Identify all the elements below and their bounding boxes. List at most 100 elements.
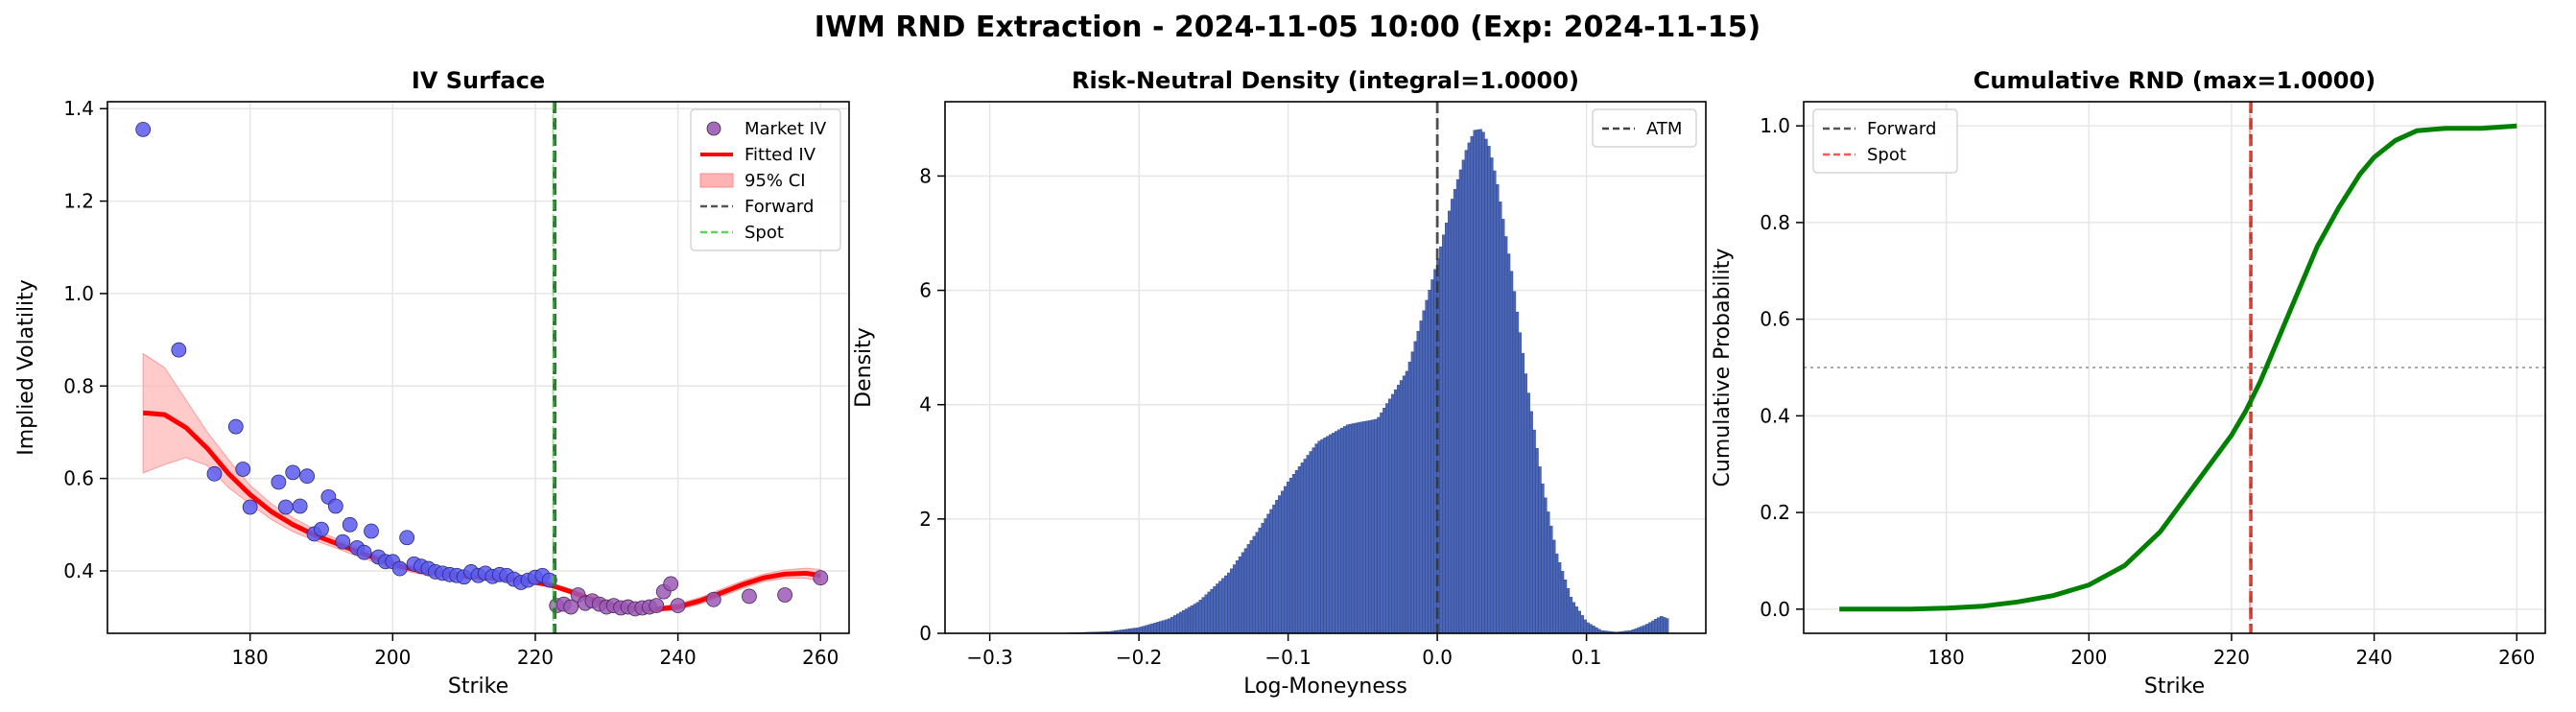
cdf-line (1839, 123, 2517, 612)
density-bar (1303, 459, 1308, 634)
density-bar (1224, 575, 1228, 634)
legend-entry: Fitted IV (744, 145, 816, 165)
density-bar (1329, 434, 1333, 634)
density-bar (1275, 500, 1279, 634)
density-bar (1351, 423, 1356, 634)
market-iv-point (813, 570, 829, 586)
density-bar (1589, 624, 1593, 634)
x-axis-label: Strike (448, 675, 508, 699)
density-bar (1654, 619, 1658, 634)
x-tick-label: 180 (1928, 646, 1965, 669)
panel-title: Cumulative RND (max=1.0000) (1973, 67, 2375, 94)
density-bar (1317, 440, 1321, 634)
x-tick-label: 180 (232, 646, 269, 669)
density-bar (1198, 600, 1202, 634)
y-tick-label: 2 (919, 508, 932, 531)
density-bar (1201, 597, 1205, 634)
density-bar (1362, 421, 1366, 634)
density-bar (1243, 548, 1248, 634)
x-tick-label: 260 (802, 646, 839, 669)
density-bar (1178, 611, 1183, 634)
density-bar (1300, 463, 1305, 634)
density-bar (1377, 416, 1381, 634)
density-bar (1524, 373, 1527, 634)
density-bar (1337, 429, 1341, 634)
density-bar (1218, 581, 1222, 634)
density-bar (1439, 246, 1443, 634)
density-bar (1529, 411, 1533, 634)
density-bar (1232, 564, 1237, 634)
density-bar (1422, 310, 1426, 634)
density-bar (1506, 253, 1511, 634)
density-bar (1592, 626, 1595, 634)
density-bar (1512, 291, 1517, 634)
density-bar (1221, 578, 1225, 634)
density-bar (1170, 616, 1174, 634)
y-tick-label: 1.4 (63, 97, 94, 120)
density-bar (1419, 320, 1423, 634)
market-iv-point (705, 591, 721, 607)
density-bar (1291, 474, 1296, 634)
y-tick-label: 0.4 (63, 559, 94, 582)
density-bar (1264, 518, 1267, 634)
y-tick-label: 4 (919, 393, 932, 416)
x-tick-label: 240 (660, 646, 697, 669)
density-bar (1518, 332, 1523, 634)
density-bar (1445, 223, 1449, 634)
density-bar (1586, 622, 1590, 634)
market-iv-point (777, 587, 793, 603)
density-bar (1425, 299, 1429, 634)
density-bar (1371, 419, 1375, 634)
x-tick-label: 0.0 (1422, 646, 1453, 669)
y-axis-label: Cumulative Probability (1711, 249, 1735, 487)
market-iv-point (742, 588, 757, 605)
density-bar (1176, 613, 1180, 634)
density-bar (1204, 594, 1208, 634)
legend-box (1812, 108, 1958, 174)
density-bar (1583, 619, 1587, 634)
density-bar (1640, 626, 1643, 634)
legend-marker (706, 121, 721, 136)
density-bar (1450, 199, 1454, 634)
density-bar (1139, 627, 1144, 634)
market-iv-point (335, 534, 351, 550)
density-bar (1195, 602, 1199, 634)
y-axis-label: Implied Volatility (14, 279, 38, 456)
density-bar (1560, 571, 1565, 634)
density-bar (1458, 169, 1463, 634)
density-bar (1235, 560, 1240, 634)
density-bar (1572, 602, 1576, 634)
density-bar (1261, 523, 1264, 634)
density-bar (1306, 455, 1310, 634)
density-bar (1187, 606, 1192, 634)
density-bar (1227, 572, 1231, 634)
density-bar (1648, 622, 1652, 634)
density-bar (1453, 189, 1457, 634)
density-bar (1410, 351, 1415, 634)
y-tick-label: 0.6 (1760, 308, 1790, 331)
density-bar (1323, 438, 1327, 634)
market-iv-point (242, 499, 258, 515)
y-tick-label: 0.6 (63, 467, 94, 490)
density-bar (1526, 392, 1530, 634)
y-tick-label: 1.0 (63, 282, 94, 305)
market-iv-point (277, 499, 294, 515)
legend-entry: ATM (1646, 119, 1682, 139)
market-iv-point (135, 122, 152, 137)
density-bar (1413, 341, 1417, 634)
density-bar (1314, 443, 1318, 634)
density-bar (1326, 436, 1330, 634)
y-axis-label: Density (852, 327, 876, 408)
density-bar (1288, 477, 1293, 634)
density-bar (1470, 135, 1474, 634)
plot-frame (106, 101, 850, 634)
legend-entry: Forward (1867, 119, 1936, 139)
density-bar (1359, 421, 1363, 634)
density-bar (1272, 504, 1276, 634)
density-bar (1281, 490, 1285, 634)
density-bar (1332, 432, 1335, 634)
density-bar (1557, 561, 1562, 634)
density-bar (1660, 616, 1664, 634)
density-bar (1249, 539, 1253, 634)
